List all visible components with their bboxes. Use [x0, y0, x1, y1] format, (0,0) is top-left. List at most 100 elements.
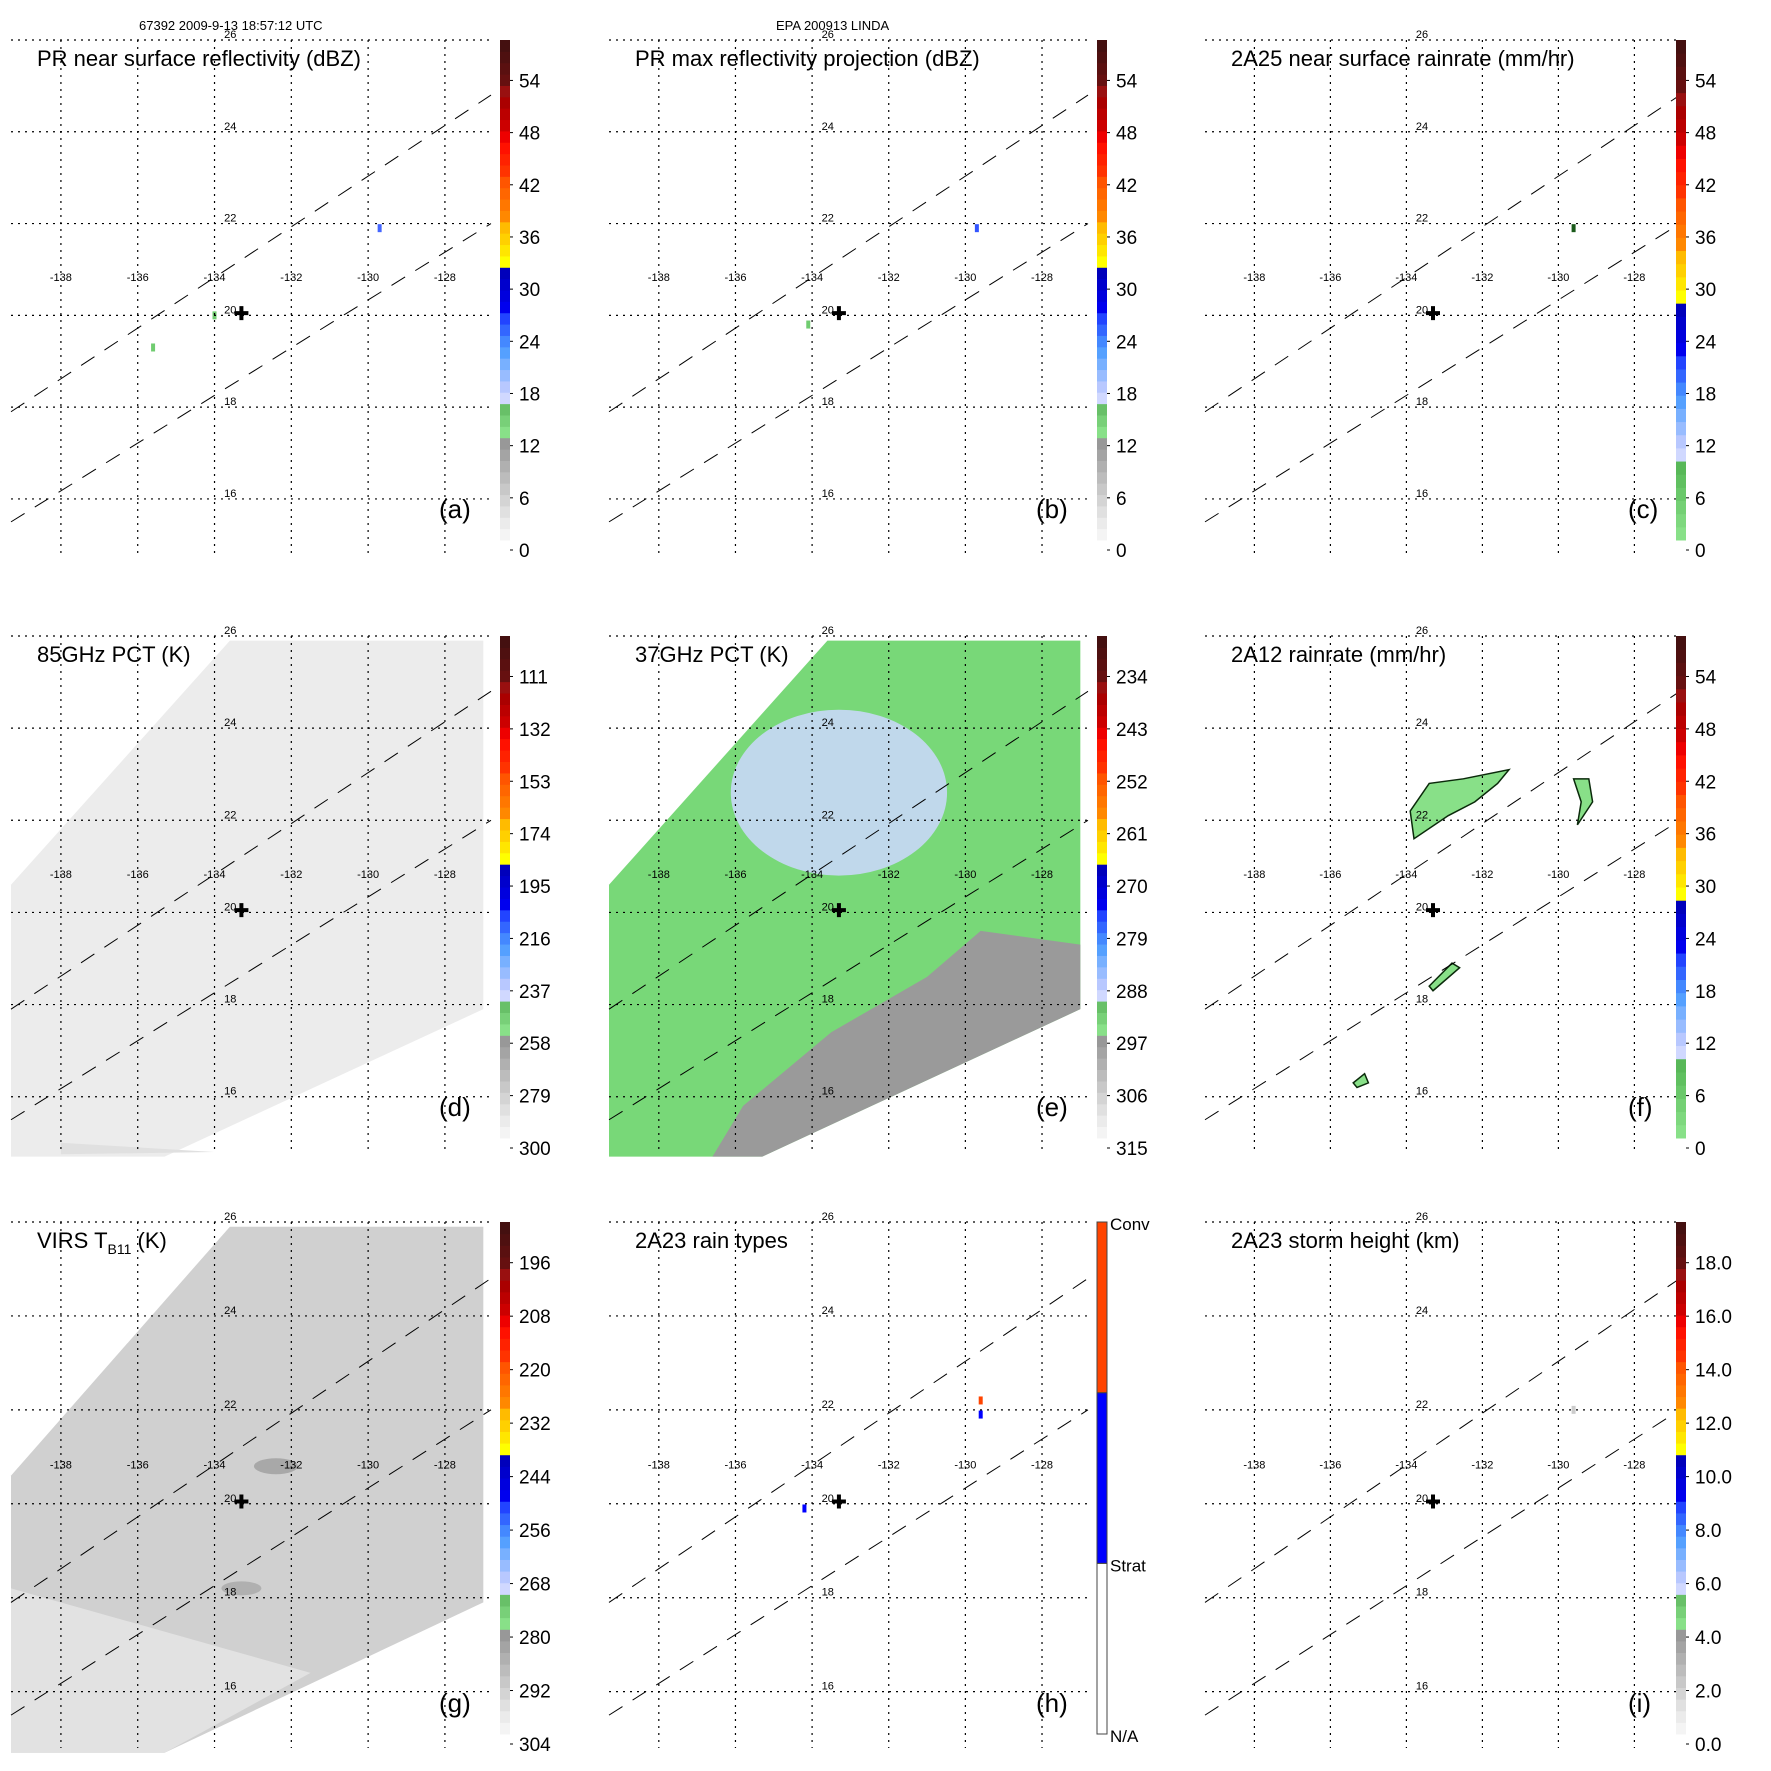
colorbar-band: [500, 1350, 510, 1363]
colorbar-band: [1097, 494, 1107, 507]
lat-tick-label: 18: [822, 994, 834, 1006]
colorbar-band: [500, 1617, 510, 1630]
lat-tick-label: 18: [1416, 994, 1428, 1006]
colorbar-tick-label: 54: [519, 71, 541, 92]
colorbar-band: [500, 301, 510, 314]
colorbar-band: [1676, 636, 1686, 650]
colorbar-band: [1676, 1373, 1686, 1386]
colorbar-band: [1676, 1058, 1686, 1073]
colorbar-band: [1676, 1045, 1686, 1060]
lon-tick-label: -136: [1319, 1460, 1341, 1472]
echo-mark: [974, 224, 979, 233]
lat-tick-label: 24: [224, 717, 236, 729]
lat-tick-label: 18: [224, 994, 236, 1006]
lat-tick-label: 26: [224, 29, 236, 41]
colorbar-band: [1676, 53, 1686, 67]
colorbar-band: [500, 255, 510, 268]
lon-tick-label: -130: [954, 272, 976, 284]
colorbar: 0.0 2.0 4.0 6.0 8.0 10.0 12.0 14.0 16.0 18.0: [1676, 1222, 1732, 1756]
colorbar-band: [500, 1069, 510, 1082]
colorbar-band: [1676, 382, 1686, 396]
lat-tick-label: 22: [822, 213, 834, 225]
lat-tick-label: 20: [224, 304, 236, 316]
colorbar-band: [1676, 263, 1686, 278]
colorbar-band: [1676, 781, 1686, 796]
colorbar-tick-label: 14.0: [1695, 1361, 1732, 1382]
lon-tick-label: -132: [1471, 272, 1493, 284]
colorbar-band: [1097, 437, 1107, 450]
colorbar-band: [500, 1291, 510, 1304]
colorbar-band: [1097, 85, 1107, 98]
colorbar-band: [1097, 864, 1107, 877]
title-subscript: B11: [108, 1241, 132, 1257]
colorbar-band: [500, 346, 510, 359]
colorbar-band: [500, 380, 510, 393]
colorbar-band: [1097, 738, 1107, 751]
colorbar-band: [1097, 670, 1107, 683]
colorbar-band: [1676, 1699, 1686, 1712]
colorbar-band: [500, 818, 510, 831]
colorbar-band: [1676, 715, 1686, 729]
colorbar-band: [500, 1303, 510, 1316]
colorbar-band: [1097, 898, 1107, 911]
colorbar-band: [500, 1489, 510, 1502]
colorbar-band: [500, 1652, 510, 1665]
colorbar-band: [1676, 728, 1686, 743]
colorbar-band: [500, 1640, 510, 1654]
colorbar-band: [500, 1268, 510, 1281]
panel-letter: (h): [1036, 1688, 1068, 1718]
colorbar-band: [1676, 794, 1686, 809]
colorbar-band: [1676, 92, 1686, 107]
colorbar-band: [500, 1222, 510, 1235]
colorbar-band: [1676, 807, 1686, 822]
pr-swath-edge: [10, 1277, 492, 1603]
lat-tick-label: 18: [1416, 396, 1428, 408]
colorbar-band: [500, 727, 510, 740]
colorbar-band: [500, 921, 510, 934]
orbit-time-header: 67392 2009-9-13 18:57:12 UTC: [139, 18, 323, 33]
pr-swath-edge: [608, 1409, 1089, 1716]
colorbar-tick-label: 18: [1695, 384, 1716, 405]
colorbar-band: [1097, 978, 1107, 991]
lat-tick-label: 26: [224, 625, 236, 637]
colorbar-band: [1676, 873, 1686, 888]
colorbar-band: [1097, 233, 1107, 246]
colorbar-band: [1097, 1046, 1107, 1059]
colorbar-band: [1676, 1454, 1686, 1467]
colorbar-band: [1676, 1629, 1686, 1642]
colorbar-band: [1097, 278, 1107, 291]
lat-tick-label: 24: [224, 1305, 236, 1317]
panel-f: -138 -136 -134 -132 -130 -1281618202224262A12…: [1204, 625, 1717, 1160]
lat-tick-label: 20: [1416, 901, 1428, 913]
colorbar-band: [1676, 303, 1686, 317]
colorbar-band: [1676, 913, 1686, 928]
colorbar-band: [1097, 210, 1107, 223]
colorbar-band: [1097, 772, 1107, 785]
colorbar-band: [1676, 66, 1686, 80]
lat-tick-label: 18: [822, 1587, 834, 1599]
colorbar-band: [500, 1035, 510, 1048]
echo-mark: [978, 1410, 983, 1419]
colorbar-tick-label: 6: [1695, 489, 1706, 510]
lon-tick-label: -136: [724, 869, 746, 881]
colorbar-band: [1676, 1710, 1686, 1723]
colorbar-band: [500, 704, 510, 717]
colorbar-band: [1676, 1571, 1686, 1584]
colorbar-band: [1097, 647, 1107, 660]
colorbar-band: [500, 1582, 510, 1595]
colorbar-band: [500, 829, 510, 842]
colorbar-band: [1676, 1478, 1686, 1491]
colorbar-band: [500, 483, 510, 496]
colorbar-band: [500, 750, 510, 762]
colorbar-band: [1676, 461, 1686, 475]
colorbar-band: [500, 841, 510, 854]
lat-tick-label: 20: [822, 304, 834, 316]
lat-tick-label: 20: [822, 1493, 834, 1505]
colorbar-band: [1676, 939, 1686, 954]
colorbar-tick-label: 54: [1695, 667, 1717, 688]
colorbar-tick-label: 216: [519, 929, 551, 950]
pr-swath-edge: [1204, 1277, 1681, 1603]
colorbar-band: [500, 210, 510, 223]
colorbar-band: [1097, 829, 1107, 842]
lon-tick-label: -132: [280, 272, 302, 284]
